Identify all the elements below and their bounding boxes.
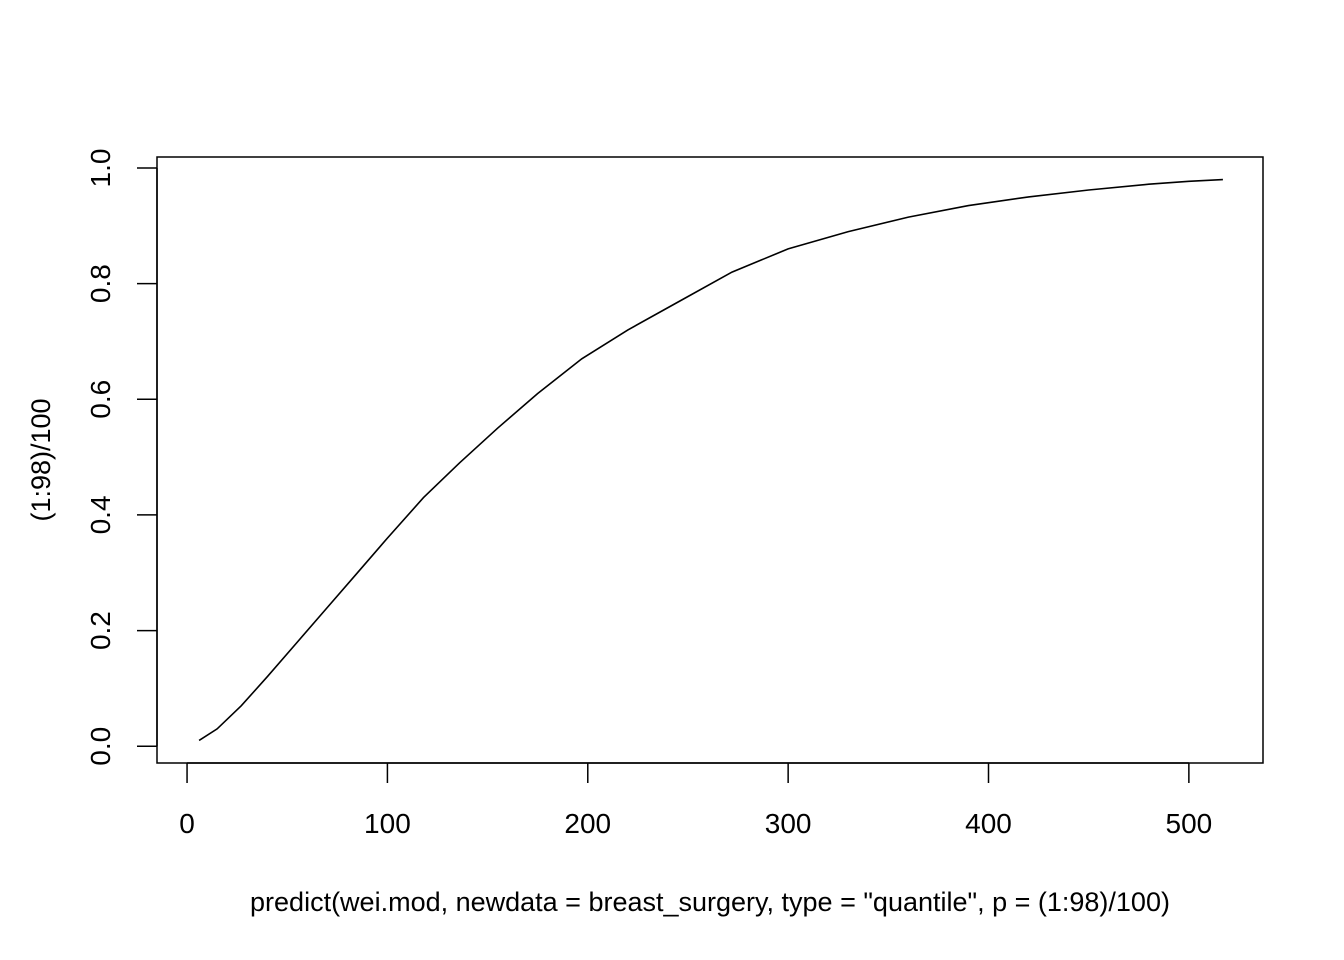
- x-tick-label: 100: [364, 808, 411, 839]
- x-tick-label: 300: [765, 808, 812, 839]
- plot-frame: [156, 156, 1264, 764]
- y-tick-label: 0.6: [85, 380, 116, 419]
- y-tick-label: 1.0: [85, 149, 116, 188]
- y-tick-label: 0.0: [85, 727, 116, 766]
- y-axis: 0.0 0.2 0.4 0.6 0.8 1.0: [85, 149, 158, 766]
- x-axis: 0 100 200 300 400 500: [179, 762, 1213, 839]
- x-tick-label: 0: [179, 808, 195, 839]
- series-line: [198, 178, 1223, 742]
- x-tick-label: 500: [1166, 808, 1213, 839]
- x-tick-label: 400: [965, 808, 1012, 839]
- y-tick-label: 0.8: [85, 264, 116, 303]
- x-axis-title: predict(wei.mod, newdata = breast_surger…: [250, 887, 1170, 917]
- y-axis-title: (1:98)/100: [26, 398, 56, 521]
- y-tick-label: 0.2: [85, 611, 116, 650]
- x-tick-label: 200: [564, 808, 611, 839]
- y-tick-label: 0.4: [85, 495, 116, 534]
